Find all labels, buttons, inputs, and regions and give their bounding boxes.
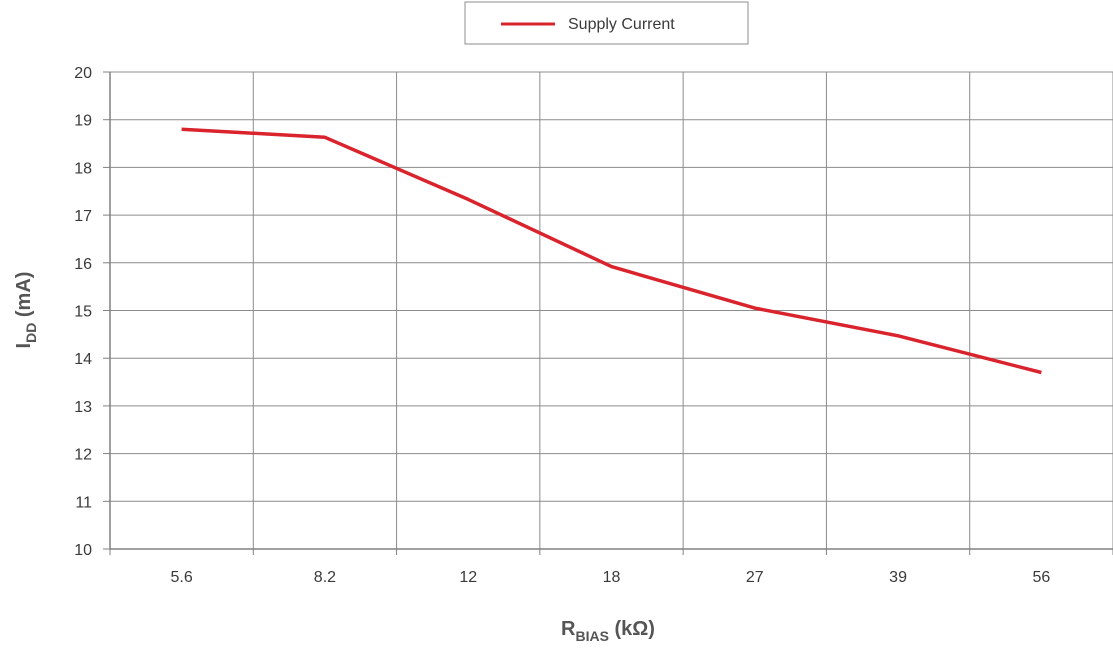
y-tick-label-14: 14 [74, 351, 92, 368]
y-tick-label-17: 17 [74, 208, 92, 225]
y-axis-title-unit: (mA) [13, 272, 35, 323]
y-tick-label-12: 12 [74, 447, 92, 464]
legend-label-supply-current: Supply Current [568, 16, 675, 33]
x-axis-title-sub: BIAS [575, 628, 608, 644]
y-tick-label-11: 11 [75, 494, 92, 511]
x-axis-ticks: 5.6 8.2 12 18 27 39 56 [109, 549, 1113, 586]
series-line-supply-current [181, 127, 1042, 375]
y-axis-title-sub: DD [23, 323, 39, 343]
x-tick-label-12: 12 [459, 569, 477, 586]
x-tick-label-8.2: 8.2 [314, 569, 336, 586]
y-axis-title-main: I [13, 343, 35, 349]
x-tick-label-5.6: 5.6 [171, 569, 193, 586]
grid [109, 71, 1113, 550]
y-axis-ticks: 10 11 12 13 14 15 16 17 18 19 20 [74, 65, 110, 559]
y-tick-label-16: 16 [74, 256, 92, 273]
y-tick-label-13: 13 [74, 399, 92, 416]
x-tick-label-56: 56 [1032, 569, 1050, 586]
y-tick-label-18: 18 [74, 160, 92, 177]
x-axis-title: RBIAS (kΩ) [561, 618, 655, 644]
x-tick-label-27: 27 [746, 569, 764, 586]
y-tick-label-19: 19 [74, 113, 92, 130]
series-layer [181, 127, 1042, 375]
legend: Supply Current [464, 1, 749, 45]
y-axis-title: IDD (mA) [13, 272, 39, 349]
x-axis-title-main: R [561, 618, 576, 640]
y-tick-label-20: 20 [74, 65, 92, 82]
y-tick-label-15: 15 [74, 304, 92, 321]
x-axis-title-unit: (kΩ) [609, 618, 655, 640]
x-tick-label-39: 39 [889, 569, 907, 586]
x-tick-label-18: 18 [603, 569, 621, 586]
y-tick-label-10: 10 [74, 542, 92, 559]
